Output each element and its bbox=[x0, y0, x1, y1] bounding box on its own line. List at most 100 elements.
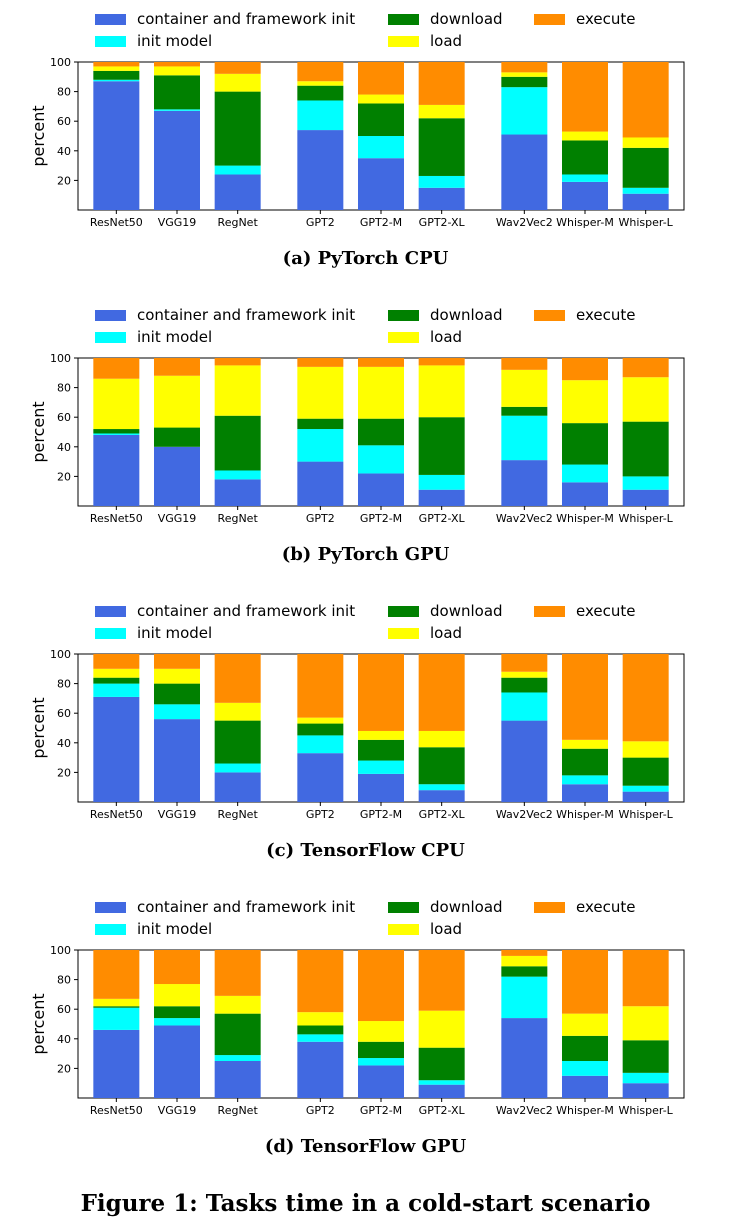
x-tick-label: GPT2-M bbox=[360, 512, 402, 525]
legend-entry: load bbox=[388, 624, 462, 642]
bar-stack bbox=[501, 654, 548, 802]
bar-segment bbox=[501, 976, 548, 1019]
bar-segment bbox=[622, 137, 669, 148]
x-tick-label: ResNet50 bbox=[90, 808, 143, 821]
x-tick-label: Wav2Vec2 bbox=[496, 808, 553, 821]
bar-segment bbox=[358, 1065, 404, 1098]
bar-segment bbox=[358, 950, 404, 1022]
bar-segment bbox=[93, 683, 140, 697]
bar-segment bbox=[622, 950, 669, 1007]
bar-segment bbox=[93, 429, 140, 434]
legend-swatch bbox=[388, 310, 419, 321]
bar-segment bbox=[622, 421, 669, 477]
x-tick-label: GPT2-XL bbox=[419, 808, 466, 821]
bar-stack bbox=[154, 654, 200, 802]
bar-segment bbox=[501, 950, 548, 956]
bar-segment bbox=[297, 461, 344, 506]
bar-segment bbox=[154, 66, 200, 76]
bar-stack bbox=[418, 62, 465, 210]
bar-segment bbox=[214, 174, 261, 210]
bar-segment bbox=[562, 748, 608, 776]
bar-segment bbox=[154, 427, 200, 447]
bar-stack bbox=[297, 654, 344, 802]
x-tick-label: GPT2-M bbox=[360, 1104, 402, 1117]
bar-segment bbox=[418, 1010, 465, 1048]
y-axis-label: percent bbox=[29, 993, 48, 1054]
bar-segment bbox=[214, 950, 261, 996]
bar-segment bbox=[562, 62, 608, 132]
legend-label: execute bbox=[576, 898, 635, 916]
legend-label: execute bbox=[576, 602, 635, 620]
bar-segment bbox=[418, 489, 465, 506]
bar-segment bbox=[154, 683, 200, 705]
x-tick-label: GPT2-M bbox=[360, 808, 402, 821]
bar-segment bbox=[562, 1013, 608, 1036]
bar-segment bbox=[562, 482, 608, 506]
bar-segment bbox=[214, 62, 261, 74]
bar-segment bbox=[297, 429, 344, 462]
bar-segment bbox=[501, 955, 548, 967]
bar-stack bbox=[418, 358, 465, 506]
x-tick-label: RegNet bbox=[218, 216, 259, 229]
legend-swatch bbox=[534, 14, 565, 25]
bar-segment bbox=[562, 950, 608, 1014]
bar-segment bbox=[418, 62, 465, 105]
y-tick-label: 40 bbox=[57, 737, 71, 750]
bar-segment bbox=[297, 753, 344, 802]
bar-stack bbox=[562, 950, 608, 1098]
bar-segment bbox=[622, 187, 669, 194]
legend-swatch bbox=[388, 332, 419, 343]
bar-segment bbox=[501, 369, 548, 407]
bar-stack bbox=[214, 358, 261, 506]
bar-stack bbox=[154, 62, 200, 210]
bar-segment bbox=[154, 446, 200, 506]
legend-entry: execute bbox=[534, 306, 635, 324]
legend-entry: download bbox=[388, 306, 503, 324]
bar-segment bbox=[622, 489, 669, 506]
bar-stack bbox=[154, 358, 200, 506]
bar-segment bbox=[93, 654, 140, 669]
bar-segment bbox=[622, 757, 669, 786]
bar-stack bbox=[297, 358, 344, 506]
bar-stack bbox=[562, 654, 608, 802]
bar-segment bbox=[154, 668, 200, 684]
bar-segment bbox=[358, 418, 404, 446]
bar-segment bbox=[297, 418, 344, 430]
bar-segment bbox=[622, 147, 669, 188]
bar-segment bbox=[154, 62, 200, 67]
legend-swatch bbox=[95, 36, 126, 47]
legend-label: init model bbox=[137, 920, 212, 938]
bar-segment bbox=[562, 131, 608, 141]
bar-segment bbox=[358, 1021, 404, 1042]
legend-swatch bbox=[95, 902, 126, 913]
x-tick-label: GPT2-M bbox=[360, 216, 402, 229]
y-tick-label: 80 bbox=[57, 382, 71, 395]
bar-segment bbox=[562, 1061, 608, 1076]
x-tick-label: Whisper-L bbox=[619, 808, 674, 821]
bar-segment bbox=[622, 741, 669, 758]
bar-segment bbox=[297, 130, 344, 210]
subfigure-caption: (d) TensorFlow GPU bbox=[264, 1136, 467, 1157]
bar-segment bbox=[358, 773, 404, 802]
x-tick-label: Whisper-L bbox=[619, 1104, 674, 1117]
bar-segment bbox=[358, 445, 404, 474]
bar-segment bbox=[93, 66, 140, 71]
legend-label: container and framework init bbox=[137, 898, 355, 916]
bar-segment bbox=[214, 1061, 261, 1098]
x-tick-label: RegNet bbox=[218, 512, 259, 525]
bar-segment bbox=[358, 103, 404, 136]
y-tick-label: 60 bbox=[57, 411, 71, 424]
bar-segment bbox=[358, 739, 404, 761]
legend-label: execute bbox=[576, 306, 635, 324]
bar-segment bbox=[214, 358, 261, 366]
bar-stack bbox=[154, 950, 200, 1098]
y-tick-label: 80 bbox=[57, 974, 71, 987]
bar-segment bbox=[562, 174, 608, 182]
bar-segment bbox=[622, 1006, 669, 1041]
y-tick-label: 100 bbox=[50, 648, 71, 661]
bar-segment bbox=[93, 62, 140, 67]
stacked-bar-chart: container and framework init init model do… bbox=[29, 602, 685, 821]
bar-segment bbox=[622, 62, 669, 138]
bar-segment bbox=[93, 668, 140, 678]
bar-segment bbox=[297, 735, 344, 754]
